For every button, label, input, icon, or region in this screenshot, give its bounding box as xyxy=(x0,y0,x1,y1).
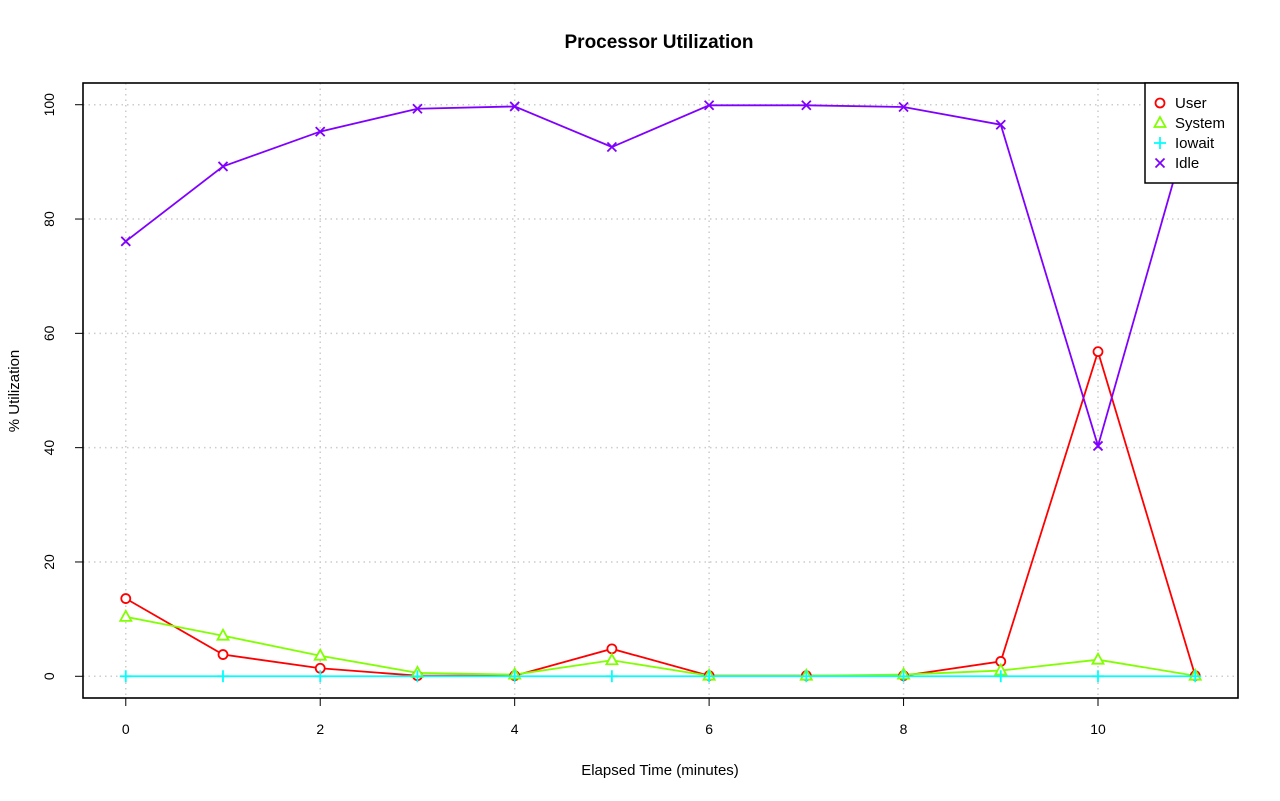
data-point-idle xyxy=(412,103,423,114)
data-point-system xyxy=(604,652,619,666)
series-system xyxy=(125,615,1196,677)
data-point-iowait xyxy=(800,670,813,683)
data-point-idle xyxy=(120,236,131,247)
data-point-idle xyxy=(801,100,812,111)
legend-marker-idle xyxy=(1154,157,1166,169)
data-point-idle xyxy=(217,161,229,172)
grid xyxy=(83,83,1238,698)
y-tick-label: 60 xyxy=(41,325,57,341)
legend-label-user: User xyxy=(1175,95,1207,112)
data-point-iowait xyxy=(508,670,521,683)
data-point-iowait xyxy=(994,670,1007,683)
series-idle xyxy=(125,104,1197,450)
data-point-system xyxy=(118,608,133,622)
data-point-idle xyxy=(509,101,520,112)
data-point-iowait xyxy=(217,670,229,683)
x-tick-label: 2 xyxy=(316,721,324,737)
series-line-idle xyxy=(125,104,1197,450)
legend-marker-iowait xyxy=(1154,137,1166,149)
y-tick-label: 0 xyxy=(41,672,57,680)
y-tick-label: 100 xyxy=(41,93,57,117)
data-point-system xyxy=(313,647,328,661)
data-point-iowait xyxy=(1092,670,1104,683)
data-point-iowait xyxy=(703,670,716,683)
y-tick-label: 40 xyxy=(41,440,57,456)
legend-label-iowait: Iowait xyxy=(1175,135,1215,152)
x-tick-label: 10 xyxy=(1090,721,1106,737)
data-point-system xyxy=(215,627,231,641)
data-point-iowait xyxy=(119,670,132,683)
data-point-user xyxy=(606,643,618,655)
legend: User System Iowait Idle xyxy=(1144,82,1239,184)
x-tick-label: 0 xyxy=(122,721,130,737)
series-points-user xyxy=(120,346,1201,682)
data-point-user xyxy=(1092,346,1104,358)
legend-marker-system xyxy=(1152,115,1168,128)
y-tick-label: 80 xyxy=(41,211,57,227)
data-point-system xyxy=(1090,651,1106,665)
data-point-idle xyxy=(703,100,715,111)
legend-label-system: System xyxy=(1175,115,1225,132)
legend-marker-user xyxy=(1154,97,1166,109)
data-point-idle xyxy=(606,141,618,153)
data-point-idle xyxy=(1092,440,1104,452)
plot-frame xyxy=(82,82,1239,699)
chart-title: Processor Utilization xyxy=(565,32,754,53)
series-points-iowait xyxy=(119,670,1202,683)
series-points-idle xyxy=(120,99,1201,452)
data-point-user xyxy=(217,649,229,660)
series-line-system xyxy=(125,615,1196,677)
x-tick-label: 4 xyxy=(511,721,519,737)
data-point-user xyxy=(120,593,132,604)
data-point-iowait xyxy=(1189,670,1202,683)
series-points-system xyxy=(118,608,1203,681)
data-point-iowait xyxy=(897,670,910,683)
data-point-idle xyxy=(995,119,1006,130)
data-point-iowait xyxy=(605,670,618,683)
data-point-iowait xyxy=(411,670,424,683)
data-point-iowait xyxy=(314,670,327,683)
series-line-user xyxy=(125,348,1197,677)
data-point-idle xyxy=(898,101,909,113)
legend-label-idle: Idle xyxy=(1175,155,1199,172)
x-axis-label: Elapsed Time (minutes) xyxy=(581,762,739,779)
x-tick-label: 8 xyxy=(900,721,908,737)
series-user xyxy=(125,348,1197,677)
series-layer xyxy=(118,99,1203,683)
x-tick-label: 6 xyxy=(705,721,713,737)
data-point-idle xyxy=(315,126,326,137)
y-axis-label: % Utilization xyxy=(6,350,23,433)
y-tick-label: 20 xyxy=(41,554,57,570)
